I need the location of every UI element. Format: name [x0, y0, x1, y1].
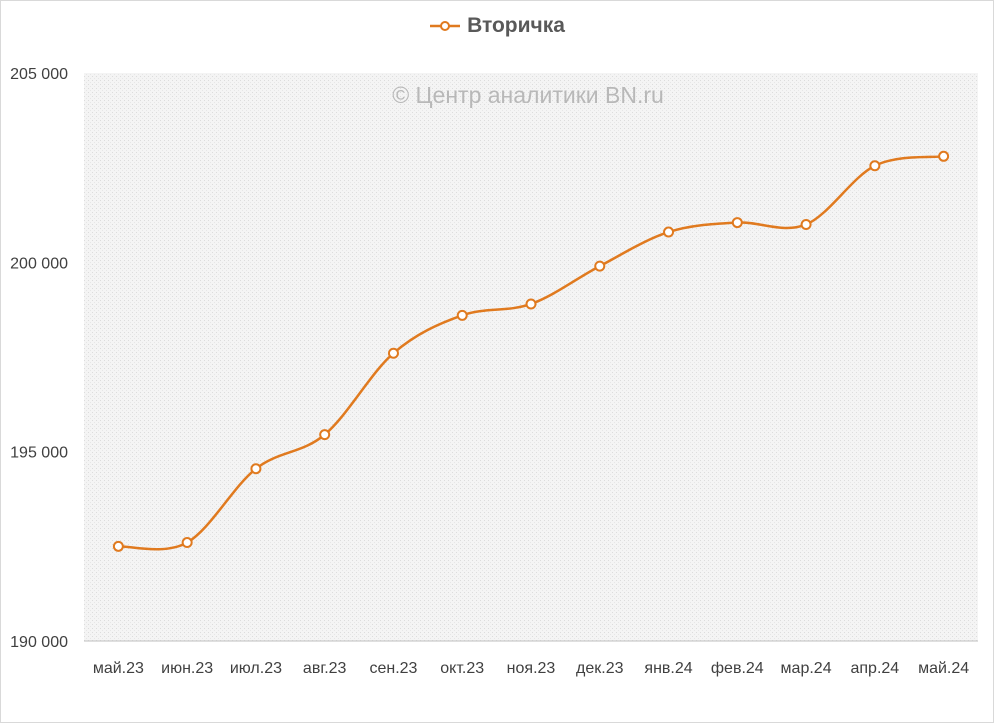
- data-point-мар.24: [800, 218, 812, 230]
- x-tick-label: май.24: [918, 660, 969, 677]
- data-point-янв.24: [663, 226, 675, 238]
- x-tick-label: июл.23: [230, 660, 282, 677]
- x-tick-label: мар.24: [781, 660, 832, 677]
- data-point-фев.24: [731, 217, 743, 229]
- data-point-сен.23: [387, 347, 399, 359]
- x-tick-labels: май.23 июн.23 июл.23 авг.23 сен.23 окт.23 ноя.…: [93, 660, 969, 677]
- data-point-май.24: [938, 150, 950, 162]
- x-tick-label: апр.24: [850, 660, 899, 677]
- data-point-авг.23: [319, 429, 331, 441]
- data-point-дек.23: [594, 260, 606, 272]
- x-tick-label: июн.23: [161, 660, 213, 677]
- data-point-июл.23: [250, 463, 262, 475]
- data-point-май.23: [112, 540, 124, 552]
- watermark: © Центр аналитики BN.ru: [392, 82, 664, 108]
- data-point-ноя.23: [525, 298, 537, 310]
- y-tick-label: 205 000: [10, 66, 68, 83]
- series-points: [112, 150, 950, 552]
- x-tick-label: сен.23: [369, 660, 417, 677]
- y-tick-labels: 190 000 195 000 200 000 205 000: [10, 66, 68, 651]
- data-point-июн.23: [181, 537, 193, 549]
- legend: Вторичка: [0, 14, 994, 38]
- x-tick-label: янв.24: [644, 660, 692, 677]
- data-point-апр.24: [869, 160, 881, 172]
- x-tick-label: авг.23: [303, 660, 347, 677]
- legend-series-label: Вторичка: [467, 14, 565, 37]
- data-point-окт.23: [456, 309, 468, 321]
- x-tick-label: окт.23: [440, 660, 484, 677]
- y-tick-label: 195 000: [10, 445, 68, 462]
- legend-line-marker-icon: [430, 21, 461, 31]
- x-tick-label: май.23: [93, 660, 144, 677]
- x-tick-label: ноя.23: [507, 660, 556, 677]
- y-tick-label: 200 000: [10, 255, 68, 272]
- y-tick-label: 190 000: [10, 634, 68, 651]
- x-tick-label: дек.23: [576, 660, 624, 677]
- x-tick-label: фев.24: [711, 660, 764, 677]
- plot-area: [84, 73, 978, 641]
